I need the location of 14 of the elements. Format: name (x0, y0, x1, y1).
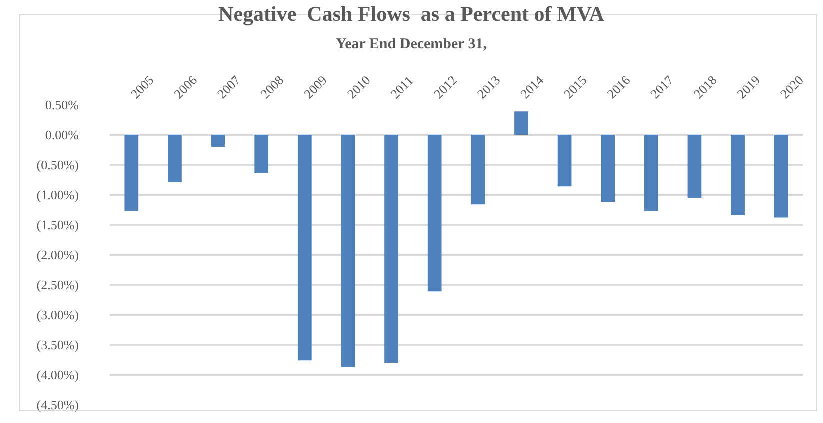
y-tick-label: (1.50%) (36, 218, 79, 233)
y-tick-label: (2.50%) (36, 278, 79, 293)
y-tick-label: (1.00%) (36, 188, 79, 203)
y-tick-label: (0.50%) (36, 158, 79, 173)
y-tick-label: (3.50%) (36, 338, 79, 353)
y-tick-label: (3.00%) (36, 308, 79, 323)
y-tick-label: 0.00% (45, 128, 80, 143)
chart-title: Negative Cash Flows as a Percent of MVA (218, 2, 606, 26)
y-tick-label: 0.50% (45, 98, 80, 113)
y-tick-label: (2.00%) (36, 248, 79, 263)
y-tick-label: (4.00%) (36, 368, 79, 383)
y-tick-label: (4.50%) (36, 398, 79, 413)
chart-subtitle: Year End December 31, (336, 36, 488, 52)
x-tick-label: 2011 (388, 72, 416, 102)
